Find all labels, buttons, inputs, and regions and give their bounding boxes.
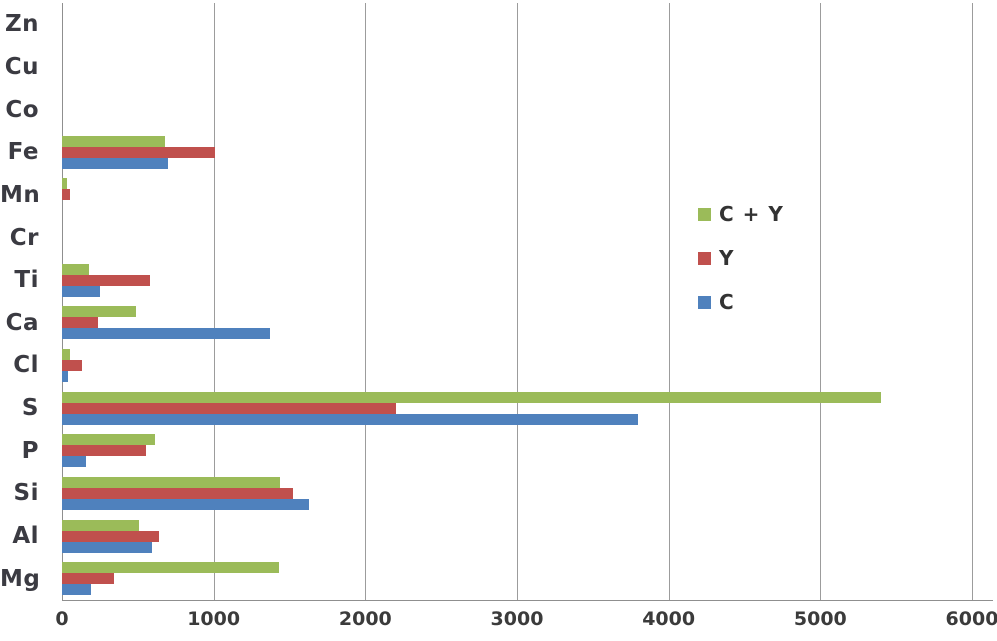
category-label-fe: Fe (7, 139, 39, 166)
gridline-1000 (213, 3, 215, 600)
x-tick-label-5000: 5000 (793, 608, 847, 630)
bar-c-y-mn (62, 178, 68, 190)
category-label-cr: Cr (9, 224, 39, 251)
bar-y-s (62, 402, 396, 414)
bar-c-y-cl (62, 348, 71, 360)
category-label-ca: Ca (5, 309, 39, 336)
plot-area (62, 3, 973, 600)
bar-c-ca (62, 328, 270, 340)
x-axis-tick-labels: 0 1000 2000 3000 4000 5000 6000 (55, 608, 997, 638)
category-label-p: P (21, 437, 39, 464)
gridline-5000 (820, 3, 822, 600)
gridline-2000 (365, 3, 367, 600)
x-axis-line (62, 600, 993, 601)
bar-y-p (62, 445, 147, 457)
gridline-4000 (668, 3, 670, 600)
bar-y-al (62, 530, 160, 542)
bar-y-fe (62, 146, 216, 158)
bar-c-mg (62, 584, 91, 596)
category-label-co: Co (5, 96, 39, 123)
category-label-al: Al (12, 523, 39, 550)
category-label-cl: Cl (13, 352, 39, 379)
bar-c-y-fe (62, 135, 166, 147)
legend-entry-c-y: C + Y (698, 202, 784, 226)
bar-group-co (62, 88, 972, 131)
category-label-si: Si (13, 480, 39, 507)
bar-c-al (62, 541, 153, 553)
bar-c-y-ti (62, 263, 89, 275)
bar-y-ti (62, 274, 150, 286)
bar-c-si (62, 498, 310, 510)
bar-y-cl (62, 359, 82, 371)
legend-swatch-icon (698, 207, 711, 221)
category-label-ti: Ti (14, 267, 39, 294)
bar-group-mg (62, 557, 972, 600)
category-label-mn: Mn (0, 181, 41, 208)
bar-c-ti (62, 285, 100, 297)
category-label-mg: Mg (0, 565, 41, 592)
bar-c-s (62, 413, 639, 425)
category-label-cu: Cu (4, 53, 39, 80)
bar-group-s (62, 387, 972, 430)
x-tick-label-4000: 4000 (642, 608, 696, 630)
bar-c-y-si (62, 476, 281, 488)
bar-c-y-p (62, 434, 155, 446)
bar-group-cl (62, 344, 972, 387)
legend-swatch-icon (698, 251, 711, 265)
bar-group-ti (62, 259, 972, 302)
bar-group-mn (62, 174, 972, 217)
gridline-0 (62, 3, 63, 600)
gridline-6000 (972, 3, 973, 600)
bar-y-mg (62, 573, 115, 585)
legend-entry-c: C (698, 290, 784, 314)
bar-y-si (62, 487, 293, 499)
bar-c-fe (62, 157, 169, 169)
bar-group-ca (62, 301, 972, 344)
category-axis-labels: Zn Cu Co Fe Mn Cr Ti Ca Cl S P Si Al Mg (0, 3, 57, 600)
bars-container (62, 3, 972, 600)
bar-c-cl (62, 370, 69, 382)
bar-group-fe (62, 131, 972, 174)
legend-swatch-icon (698, 295, 711, 309)
bar-group-si (62, 472, 972, 515)
bar-c-y-al (62, 519, 140, 531)
bar-group-al (62, 515, 972, 558)
category-label-zn: Zn (4, 11, 39, 38)
bar-group-cu (62, 46, 972, 89)
x-tick-label-2000: 2000 (338, 608, 392, 630)
gridlines (62, 3, 973, 600)
gridline-3000 (517, 3, 518, 600)
legend-entry-y: Y (698, 246, 784, 270)
bar-c-y-mg (62, 562, 279, 574)
bar-c-y-ca (62, 306, 137, 318)
category-label-s: S (21, 395, 39, 422)
x-tick-label-1000: 1000 (187, 608, 241, 630)
legend-label: C + Y (719, 202, 784, 226)
x-tick-label-6000: 6000 (945, 608, 997, 630)
bar-group-cr (62, 216, 972, 259)
bar-group-zn (62, 3, 972, 46)
bar-y-ca (62, 317, 99, 329)
x-tick-label-0: 0 (55, 608, 69, 630)
legend-label: Y (719, 246, 735, 270)
bar-group-p (62, 429, 972, 472)
bar-y-mn (62, 189, 70, 201)
bar-c-p (62, 456, 87, 468)
x-tick-label-3000: 3000 (490, 608, 544, 630)
bar-c-y-s (62, 391, 881, 403)
legend-label: C (719, 290, 735, 314)
